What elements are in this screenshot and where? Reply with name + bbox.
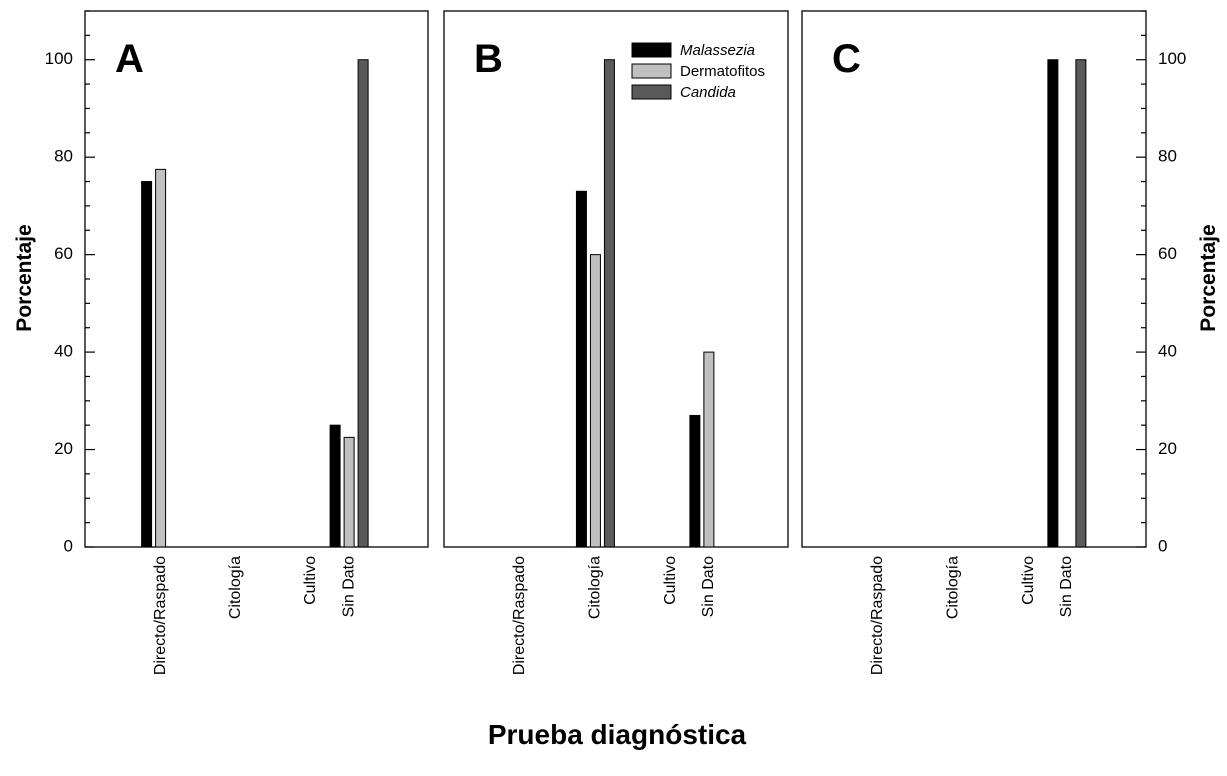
legend-swatch [631, 84, 672, 100]
legend-swatch [631, 42, 672, 58]
category-label: Citología [227, 556, 244, 619]
bar [343, 436, 355, 548]
y-tick-label: 60 [54, 244, 73, 263]
y-axis-title-left: Porcentaje [13, 224, 36, 331]
panel-letter: C [832, 37, 861, 81]
category-label: Sin Dato [340, 556, 357, 617]
y-tick-label: 100 [45, 49, 73, 68]
panel-letter: A [115, 37, 144, 81]
bar [155, 168, 167, 548]
x-axis-title: Prueba diagnóstica [488, 719, 747, 750]
plot-frame [801, 10, 1147, 548]
y-tick-label: 20 [54, 439, 73, 458]
category-label: Citología [587, 556, 604, 619]
bar [141, 181, 153, 548]
category-label: Sin Dato [700, 556, 717, 617]
category-label: Directo/Raspado [152, 556, 169, 675]
legend: Malassezia Dermatofitos Candida [631, 42, 765, 101]
bar [689, 414, 701, 548]
category-label: Directo/Raspado [869, 556, 886, 675]
bar [1075, 59, 1087, 548]
category-label: Cultivo [662, 556, 679, 605]
panels: A 0 20 40 60 80 100 Directo/Raspado Citología Cul… [45, 10, 1186, 675]
bar [703, 351, 715, 548]
panel-B: B Directo/Raspado Citología Cultivo Sin Dato [443, 10, 789, 675]
y-tick-label: 40 [1158, 342, 1177, 361]
y-tick-label: 0 [64, 536, 73, 555]
y-tick-label: 100 [1158, 49, 1186, 68]
legend-label: Candida [680, 84, 736, 101]
category-label: Directo/Raspado [511, 556, 528, 675]
panel-A: A 0 20 40 60 80 100 Directo/Raspado Citología Cul… [45, 10, 429, 675]
y-tick-label: 20 [1158, 439, 1177, 458]
category-label: Cultivo [1020, 556, 1037, 605]
panel-C: C 0 20 40 60 80 100 Directo/Raspado Citología Cul… [801, 10, 1186, 675]
legend-label: Malassezia [680, 42, 755, 59]
y-tick-label: 80 [1158, 147, 1177, 166]
y-axis-title-right: Porcentaje [1197, 224, 1220, 331]
bar [603, 59, 615, 548]
y-tick-label: 40 [54, 342, 73, 361]
plot-frame [443, 10, 789, 548]
bar [589, 254, 601, 548]
y-tick-label: 80 [54, 147, 73, 166]
y-tick-label: 0 [1158, 536, 1167, 555]
category-label: Sin Dato [1058, 556, 1075, 617]
panel-letter: B [474, 37, 503, 81]
category-label: Cultivo [302, 556, 319, 605]
legend-swatch [631, 63, 672, 79]
category-label: Citología [945, 556, 962, 619]
plot-frame [84, 10, 429, 548]
bar [1047, 59, 1059, 548]
bar [575, 190, 587, 548]
bar [329, 424, 341, 548]
y-tick-label: 60 [1158, 244, 1177, 263]
bar [357, 59, 369, 548]
legend-label: Dermatofitos [680, 63, 765, 80]
